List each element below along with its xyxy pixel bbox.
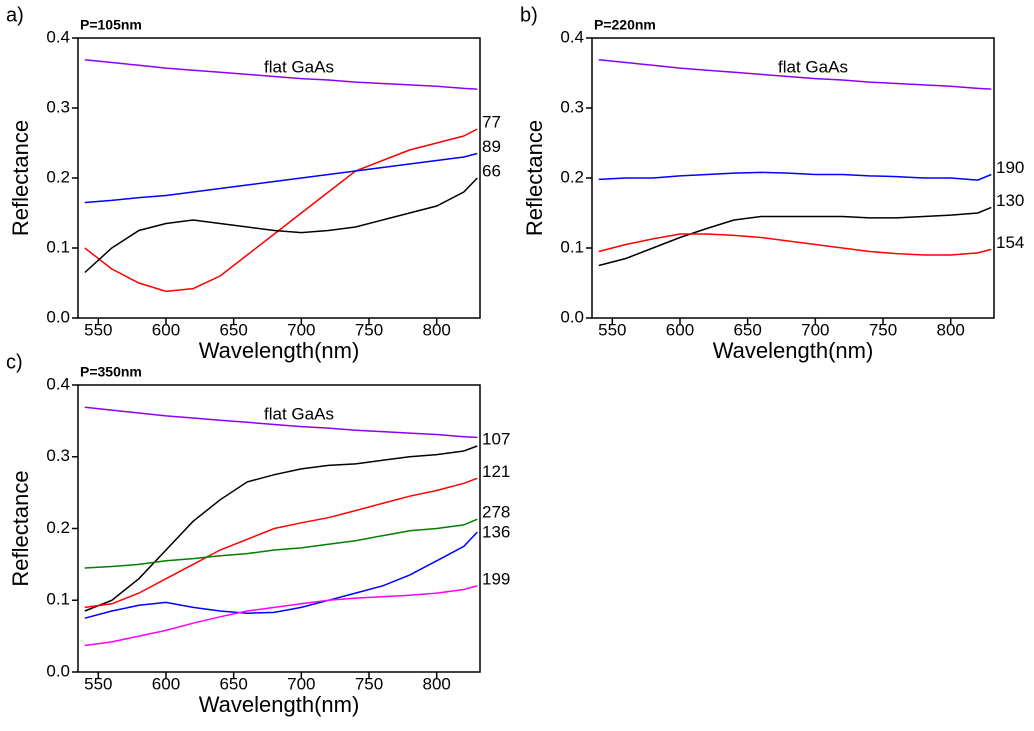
y-tick-label: 0.3 — [560, 97, 584, 116]
series-line — [84, 585, 478, 647]
y-tick-label: 0.1 — [46, 237, 70, 256]
x-tick-label: 600 — [152, 320, 180, 339]
series-line — [84, 58, 478, 90]
x-tick-label: 650 — [733, 320, 761, 339]
panel-label: b) — [520, 4, 538, 26]
x-tick-label: 550 — [598, 320, 626, 339]
y-tick-label: 0.3 — [46, 97, 70, 116]
y-tick-label: 0.0 — [46, 661, 70, 680]
x-tick-label: 750 — [355, 674, 383, 693]
y-tick-label: 0.2 — [46, 518, 70, 537]
x-axis-label: Wavelength(nm) — [199, 692, 360, 717]
series-label: 121 — [482, 462, 510, 481]
y-tick-label: 0.1 — [560, 237, 584, 256]
series-line — [84, 406, 478, 439]
series-label: 136 — [482, 523, 510, 542]
series-label: 89 — [482, 137, 501, 156]
panel-subtitle: P=350nm — [80, 364, 142, 380]
y-tick-label: 0.0 — [46, 307, 70, 326]
series-label: 199 — [482, 569, 510, 588]
series-line — [84, 152, 478, 204]
x-tick-label: 600 — [152, 674, 180, 693]
x-tick-label: 800 — [422, 674, 450, 693]
x-tick-label: 650 — [219, 674, 247, 693]
x-tick-label: 700 — [287, 320, 315, 339]
x-tick-label: 700 — [287, 674, 315, 693]
y-tick-label: 0.3 — [46, 446, 70, 465]
series-line — [84, 531, 478, 619]
y-tick-label: 0.2 — [560, 167, 584, 186]
series-label: 77 — [482, 112, 501, 131]
y-tick-label: 0.4 — [46, 27, 70, 46]
y-axis-label: Reflectance — [8, 470, 33, 586]
panel-subtitle: P=105nm — [80, 17, 142, 33]
x-tick-label: 600 — [666, 320, 694, 339]
series-label: flat GaAs — [264, 404, 334, 423]
x-axis-label: Wavelength(nm) — [713, 338, 874, 363]
series-line — [84, 445, 478, 612]
y-tick-label: 0.0 — [560, 307, 584, 326]
plot-frame — [77, 37, 481, 319]
series-line — [598, 171, 992, 181]
plot-frame — [591, 37, 995, 319]
series-label: 130 — [996, 191, 1024, 210]
x-tick-label: 550 — [84, 674, 112, 693]
y-tick-label: 0.1 — [46, 590, 70, 609]
y-axis-label: Reflectance — [8, 120, 33, 236]
series-label: 107 — [482, 429, 510, 448]
x-axis-label: Wavelength(nm) — [199, 338, 360, 363]
x-tick-label: 700 — [801, 320, 829, 339]
x-tick-label: 550 — [84, 320, 112, 339]
series-label: 278 — [482, 503, 510, 522]
series-line — [84, 177, 478, 274]
panel-label: a) — [6, 4, 24, 26]
x-tick-label: 650 — [219, 320, 247, 339]
panel-label: c) — [6, 351, 23, 373]
series-line — [598, 58, 992, 90]
y-tick-label: 0.4 — [46, 374, 70, 393]
y-tick-label: 0.4 — [560, 27, 584, 46]
series-line — [598, 206, 992, 267]
series-label: 154 — [996, 233, 1024, 252]
x-tick-label: 800 — [422, 320, 450, 339]
plot-frame — [77, 384, 481, 673]
x-tick-label: 750 — [355, 320, 383, 339]
y-axis-label: Reflectance — [522, 120, 547, 236]
series-line — [84, 128, 478, 293]
series-label: 66 — [482, 161, 501, 180]
x-tick-label: 800 — [936, 320, 964, 339]
x-tick-label: 750 — [869, 320, 897, 339]
series-label: 190 — [996, 158, 1024, 177]
series-label: flat GaAs — [778, 57, 848, 76]
series-line — [598, 233, 992, 256]
series-line — [84, 518, 478, 569]
series-line — [84, 477, 478, 609]
panel-subtitle: P=220nm — [594, 17, 656, 33]
y-tick-label: 0.2 — [46, 167, 70, 186]
series-label: flat GaAs — [264, 57, 334, 76]
